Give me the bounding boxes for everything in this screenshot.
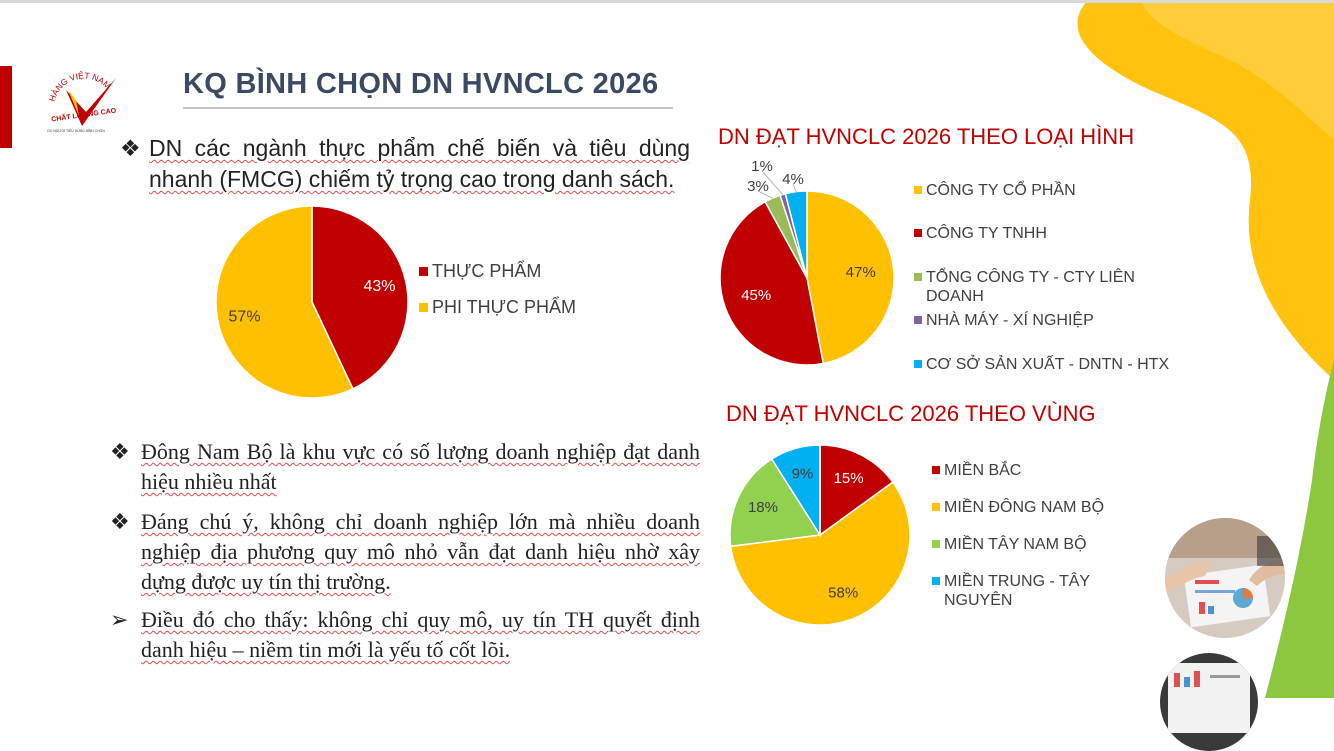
title-underline — [183, 107, 673, 109]
legend-swatch — [932, 503, 940, 511]
legend-label: MIỀN BẮC — [944, 462, 1022, 479]
data-label: 3% — [747, 178, 769, 195]
legend-item-tong-cong-ty-cty-lien-doanh: TỔNG CÔNG TY - CTY LIÊN DOANH — [914, 268, 1144, 306]
legend-swatch — [914, 229, 922, 237]
legend-item-mien-dong-nam-bo: MIỀN ĐÔNG NAM BỘ — [932, 498, 1192, 517]
data-label: 47% — [846, 264, 876, 281]
legend-item-cong-ty-tnhh: CÔNG TY TNHH — [914, 224, 1174, 243]
bullet-marker: ❖ — [110, 439, 130, 464]
legend-item-mien-bac: MIỀN BẮC — [932, 461, 1192, 480]
bullet-southeast: ❖ Đông Nam Bộ là khu vực có số lượng doa… — [110, 437, 700, 497]
left-accent-bar — [0, 66, 12, 148]
leader-line — [757, 190, 773, 199]
data-label: 1% — [751, 158, 773, 175]
pie-chart-food: 43% 57% — [215, 205, 409, 399]
data-label: 57% — [229, 308, 261, 325]
data-label: 4% — [782, 171, 804, 188]
green-wave-shape — [1265, 360, 1334, 698]
bullet-marker: ➢ — [110, 607, 129, 632]
legend-item-co-so-san-xuat-dntn-htx: CƠ SỞ SẢN XUẤT - DNTN - HTX — [914, 355, 1174, 374]
business-meeting-photo — [1165, 518, 1285, 638]
legend-item-phi-thuc-pham: PHI THỰC PHẨM — [419, 297, 679, 317]
bullet-text: DN các ngành thực phẩm chế biến và tiêu … — [149, 135, 690, 192]
pie-slice-phi-thuc-pham — [215, 205, 354, 399]
pie-slice-co-so-san-xuat-dntn-htx — [784, 190, 808, 279]
data-label: 18% — [748, 499, 778, 516]
legend-label: TỔNG CÔNG TY - CTY LIÊN DOANH — [926, 269, 1135, 305]
pie-slice-thuc-pham — [311, 205, 409, 390]
legend-swatch — [932, 466, 940, 474]
legend-item-mien-tay-nam-bo: MIỀN TÂY NAM BỘ — [932, 535, 1192, 554]
legend-label: THỰC PHẨM — [432, 261, 542, 281]
data-label: 15% — [834, 470, 864, 487]
legend-swatch — [932, 540, 940, 548]
legend-swatch — [932, 577, 940, 585]
bullet-text: Đông Nam Bộ là khu vực có số lượng doanh… — [141, 439, 700, 494]
logo-arc-text: HÀNG VIỆT NAM — [47, 70, 113, 102]
bullet-text: Điều đó cho thấy: không chỉ quy mô, uy t… — [141, 607, 700, 662]
legend-label: MIỀN TÂY NAM BỘ — [944, 536, 1087, 553]
pie-slice-cong-ty-co-phan — [806, 190, 895, 365]
pie-slice-mien-trung-tay-nguyen — [770, 444, 821, 538]
data-label: 45% — [741, 287, 771, 304]
legend-label: MIỀN ĐÔNG NAM BỘ — [944, 499, 1105, 516]
legend-item-thuc-pham: THỰC PHẨM — [419, 261, 679, 281]
legend-label: CÔNG TY CỔ PHẦN — [926, 182, 1076, 199]
bullet-marker: ❖ — [120, 135, 141, 161]
legend-swatch — [419, 267, 428, 276]
page-title: KQ BÌNH CHỌN DN HVNCLC 2026 — [183, 68, 659, 100]
leader-line — [792, 183, 797, 192]
data-label: 43% — [363, 278, 395, 295]
legend-label: CƠ SỞ SẢN XUẤT - DNTN - HTX — [926, 356, 1170, 373]
legend-label: PHI THỰC PHẨM — [432, 297, 577, 317]
yellow-wave-shape — [1077, 0, 1334, 380]
bullet-conclusion: ➢ Điều đó cho thấy: không chỉ quy mô, uy… — [110, 605, 700, 665]
legend-item-nha-may-xi-nghiep: NHÀ MÁY - XÍ NGHIỆP — [914, 311, 1174, 330]
pie-slice-cong-ty-tnhh — [719, 200, 825, 366]
legend-swatch — [914, 273, 922, 281]
yellow-wave-highlight — [1140, 0, 1334, 140]
legend-swatch — [914, 360, 922, 368]
legend-item-mien-trung-tay-nguyen: MIỀN TRUNG - TÂY NGUYÊN — [932, 572, 1102, 610]
chart-document-photo — [1160, 653, 1258, 751]
legend-swatch — [914, 316, 922, 324]
data-label: 9% — [792, 465, 814, 482]
legend-label: NHÀ MÁY - XÍ NGHIỆP — [926, 312, 1094, 329]
pie-chart-business-type: 47% 45% 3% 1% 4% — [719, 158, 895, 366]
logo-sub-text: DO NGƯỜI TIÊU DÙNG BÌNH CHỌN — [47, 128, 105, 133]
pie-slice-mien-bac — [819, 444, 894, 537]
background-decoration — [1077, 0, 1334, 698]
chart-title-region: DN ĐẠT HVNCLC 2026 THEO VÙNG — [726, 401, 1096, 426]
legend-label: CÔNG TY TNHH — [926, 225, 1047, 242]
pie-slice-mien-dong-nam-bo — [729, 481, 911, 626]
data-label: 58% — [828, 585, 858, 602]
pie-slice-mien-tay-nam-bo — [729, 457, 822, 548]
chart-title-type: DN ĐẠT HVNCLC 2026 THEO LOẠI HÌNH — [718, 124, 1135, 149]
pie-chart-region: 15% 58% 18% 9% — [729, 444, 911, 626]
bullet-fmcg: ❖ DN các ngành thực phẩm chế biến và tiê… — [120, 133, 690, 195]
legend-label: MIỀN TRUNG - TÂY NGUYÊN — [944, 573, 1090, 609]
legend-item-cong-ty-co-phan: CÔNG TY CỔ PHẦN — [914, 181, 1174, 200]
bullet-marker: ❖ — [110, 509, 130, 534]
title-block: KQ BÌNH CHỌN DN HVNCLC 2026 — [183, 68, 673, 109]
bullet-local-business: ❖ Đáng chú ý, không chỉ doanh nghiệp lớn… — [110, 507, 700, 597]
legend-swatch — [914, 186, 922, 194]
leader-line — [761, 170, 784, 195]
bullet-text: Đáng chú ý, không chỉ doanh nghiệp lớn m… — [141, 509, 700, 594]
hvnclc-logo: HÀNG VIỆT NAM CHẤT LƯỢNG CAO DO NGƯỜI TI… — [47, 70, 117, 133]
legend-swatch — [419, 303, 428, 312]
top-border — [0, 0, 1334, 3]
